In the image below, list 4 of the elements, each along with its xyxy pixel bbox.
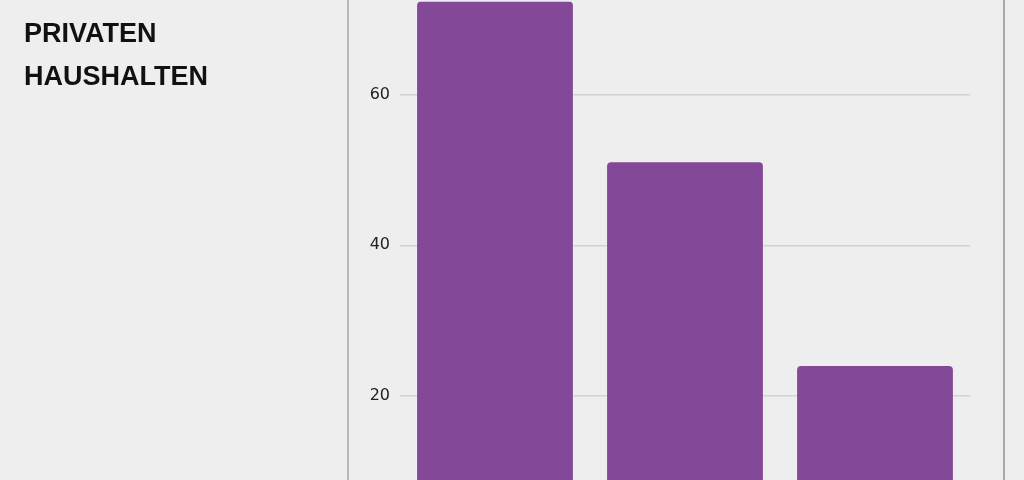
text: PRIVATEN HAUSHALTEN bbox=[24, 17, 208, 93]
y-tick-label: 20 bbox=[369, 385, 390, 405]
y-tick-label: 40 bbox=[369, 234, 390, 254]
y-tick-label: 60 bbox=[369, 83, 390, 103]
